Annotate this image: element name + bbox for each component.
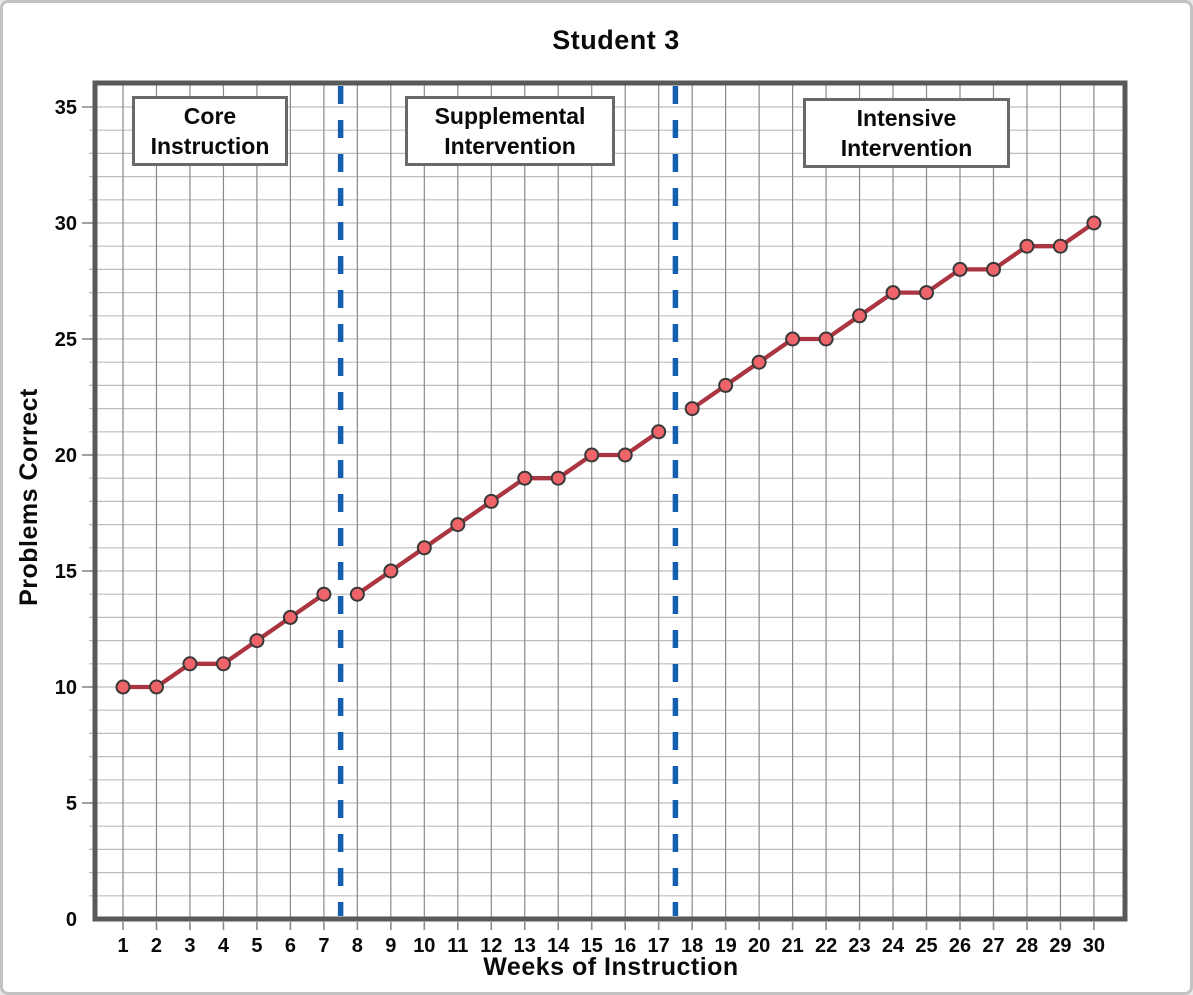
- phase-label-intensive-intervention: Intensive Intervention: [803, 98, 1010, 168]
- data-point: [115, 679, 131, 695]
- phase-label-line: Intensive: [856, 105, 957, 131]
- data-point: [617, 447, 633, 463]
- y-tick-label: 15: [55, 561, 77, 583]
- x-tick-label: 9: [385, 935, 396, 957]
- data-point: [852, 308, 868, 324]
- y-tick-label: 35: [55, 97, 77, 119]
- x-tick-label: 30: [1083, 935, 1105, 957]
- grid-vertical: [122, 83, 1095, 919]
- y-axis-ticks: [82, 106, 93, 804]
- phase-label-line: Intervention: [840, 135, 973, 161]
- y-tick-label: 0: [66, 909, 77, 931]
- x-tick-label: 15: [581, 935, 603, 957]
- x-axis-title: Weeks of Instruction: [483, 953, 739, 981]
- y-tick-label: 10: [55, 677, 77, 699]
- data-point: [919, 285, 935, 301]
- data-point: [182, 656, 198, 672]
- data-point: [651, 424, 667, 440]
- data-point: [416, 540, 432, 556]
- data-point: [383, 563, 399, 579]
- data-point: [1052, 238, 1068, 254]
- x-tick-label: 24: [882, 935, 905, 957]
- data-point: [517, 470, 533, 486]
- series-line: [355, 429, 661, 597]
- x-tick-label: 11: [447, 935, 468, 957]
- x-tick-label: 20: [748, 935, 770, 957]
- x-tick-label: 1: [117, 935, 128, 957]
- y-tick-label: 5: [66, 793, 77, 815]
- data-point: [249, 633, 265, 649]
- data-point: [148, 679, 164, 695]
- x-tick-label: 14: [547, 935, 570, 957]
- data-point: [885, 285, 901, 301]
- x-tick-label: 16: [614, 935, 636, 957]
- phase-label-line: Intervention: [444, 133, 576, 159]
- series-core-instruction: [115, 586, 332, 695]
- x-tick-label: 5: [251, 935, 262, 957]
- data-point: [952, 261, 968, 277]
- data-point: [684, 401, 700, 417]
- grid-horizontal: [89, 106, 1125, 897]
- x-tick-label: 18: [681, 935, 703, 957]
- series-supplemental-intervention: [349, 424, 667, 602]
- x-tick-label: 17: [648, 935, 670, 957]
- x-tick-label: 13: [514, 935, 536, 957]
- data-point: [785, 331, 801, 347]
- phase-label-supplemental-intervention: Supplemental Intervention: [405, 96, 615, 166]
- data-point: [1086, 215, 1102, 231]
- data-point: [718, 377, 734, 393]
- data-point: [483, 493, 499, 509]
- x-tick-label: 8: [352, 935, 363, 957]
- phase-label-core-instruction: Core Instruction: [132, 96, 288, 166]
- x-tick-label: 6: [285, 935, 296, 957]
- x-tick-label: 22: [815, 935, 837, 957]
- data-point: [349, 586, 365, 602]
- y-tick-labels: 0 5 10 15 20 25 30 35: [55, 97, 77, 931]
- y-tick-label: 25: [55, 329, 77, 351]
- y-tick-label: 20: [55, 445, 77, 467]
- data-point: [584, 447, 600, 463]
- x-tick-label: 10: [413, 935, 435, 957]
- x-tick-label: 29: [1049, 935, 1071, 957]
- phase-boundary-lines: [337, 86, 679, 916]
- x-tick-label: 25: [915, 935, 937, 957]
- x-tick-label: 27: [982, 935, 1004, 957]
- x-tick-label: 4: [218, 935, 230, 957]
- plot-border: [92, 80, 1128, 922]
- data-point: [985, 261, 1001, 277]
- x-tick-label: 12: [480, 935, 502, 957]
- x-tick-label: 2: [151, 935, 162, 957]
- chart-title: Student 3: [552, 25, 680, 55]
- y-tick-label: 30: [55, 213, 77, 235]
- x-axis-ticks: [122, 922, 1095, 930]
- data-point: [751, 354, 767, 370]
- x-tick-label: 3: [184, 935, 195, 957]
- phase-label-line: Instruction: [150, 133, 270, 159]
- x-tick-label: 23: [848, 935, 870, 957]
- x-tick-label: 26: [949, 935, 971, 957]
- series-intensive-intervention: [684, 215, 1102, 417]
- x-tick-label: 21: [781, 935, 803, 957]
- x-tick-label: 7: [318, 935, 329, 957]
- data-point: [550, 470, 566, 486]
- data-point: [215, 656, 231, 672]
- data-point: [282, 609, 298, 625]
- x-tick-label: 19: [715, 935, 737, 957]
- x-tick-label: 28: [1016, 935, 1038, 957]
- data-point: [450, 517, 466, 533]
- y-axis-title: Problems Correct: [15, 388, 43, 606]
- phase-label-line: Supplemental: [434, 103, 586, 129]
- data-point: [1019, 238, 1035, 254]
- phase-label-line: Core: [183, 103, 237, 129]
- data-point: [818, 331, 834, 347]
- data-point: [316, 586, 332, 602]
- x-tick-labels: 1 2 3 4 5 6 7 8 9 10 11 12 13 14 15 16 17 18 19 20 21 22 23 24 2…: [117, 935, 1105, 957]
